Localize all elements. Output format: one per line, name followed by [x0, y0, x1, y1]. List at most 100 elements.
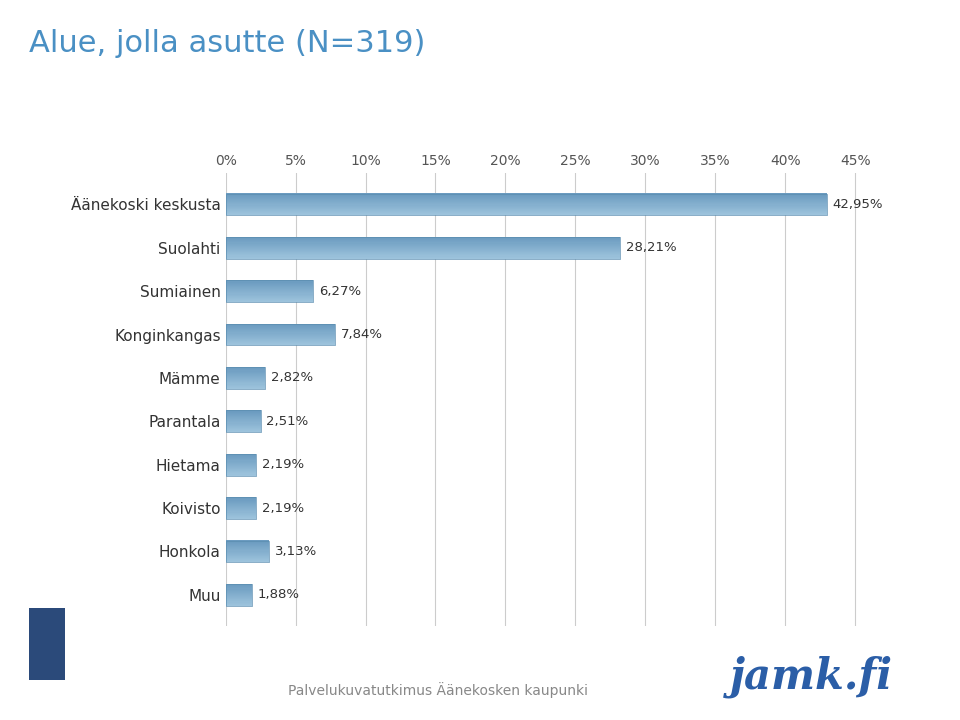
Bar — [226, 194, 827, 196]
Bar — [226, 374, 265, 376]
Bar — [226, 499, 256, 500]
Bar — [226, 367, 265, 389]
Bar — [226, 286, 313, 287]
Bar — [226, 419, 261, 420]
Bar — [226, 344, 335, 346]
Bar — [226, 210, 827, 211]
Bar — [226, 420, 261, 421]
Bar — [226, 511, 256, 513]
Bar — [226, 204, 827, 206]
Bar — [226, 460, 256, 462]
Bar — [226, 541, 270, 562]
Bar — [226, 507, 256, 508]
Bar — [226, 554, 270, 555]
Bar — [226, 205, 827, 207]
Bar — [226, 297, 313, 298]
Bar — [226, 250, 620, 251]
Bar — [226, 252, 620, 253]
Bar — [226, 467, 256, 468]
Bar — [226, 543, 270, 544]
Bar — [226, 473, 256, 474]
Bar — [226, 410, 261, 412]
Bar — [226, 253, 620, 254]
Bar — [226, 587, 252, 588]
Bar — [226, 515, 256, 516]
Bar — [226, 541, 270, 543]
Bar — [226, 556, 270, 557]
Bar — [226, 424, 261, 426]
Bar — [226, 378, 265, 379]
Text: 3,13%: 3,13% — [275, 545, 317, 558]
Text: 1,88%: 1,88% — [257, 588, 300, 601]
Bar — [226, 559, 270, 560]
Bar — [226, 454, 256, 475]
Bar — [226, 549, 270, 551]
Bar — [226, 331, 335, 333]
Bar — [226, 423, 261, 425]
Bar — [226, 503, 256, 505]
Bar — [226, 468, 256, 469]
Bar — [226, 332, 335, 333]
Bar — [226, 387, 265, 388]
Text: 28,21%: 28,21% — [626, 241, 677, 254]
Bar — [226, 517, 256, 518]
Bar — [226, 510, 256, 511]
Bar — [226, 290, 313, 292]
Bar — [226, 561, 270, 562]
Bar — [226, 280, 313, 302]
Text: 2,51%: 2,51% — [266, 415, 308, 428]
Bar — [226, 387, 265, 389]
Bar — [226, 601, 252, 603]
Bar — [226, 560, 270, 562]
Bar — [226, 370, 265, 372]
Bar — [226, 544, 270, 545]
Bar — [226, 457, 256, 458]
Bar — [226, 239, 620, 240]
Bar — [226, 427, 261, 428]
Text: 42,95%: 42,95% — [832, 198, 882, 211]
Bar — [226, 417, 261, 418]
Bar — [226, 289, 313, 290]
Bar — [226, 516, 256, 517]
Bar — [226, 518, 256, 519]
Bar — [226, 251, 620, 252]
Bar — [226, 294, 313, 296]
Bar — [226, 246, 620, 247]
Bar — [226, 374, 265, 375]
Bar — [226, 503, 256, 504]
Text: 2,19%: 2,19% — [262, 502, 304, 515]
Bar — [226, 505, 256, 507]
Bar — [226, 464, 256, 466]
Bar — [226, 472, 256, 474]
Bar — [226, 508, 256, 509]
Bar — [226, 382, 265, 384]
Bar — [226, 431, 261, 432]
Bar — [226, 589, 252, 590]
Bar — [226, 367, 265, 368]
Bar — [226, 295, 313, 297]
Bar — [226, 209, 827, 210]
Bar — [226, 498, 256, 519]
Bar — [226, 207, 827, 208]
Bar — [226, 203, 827, 204]
Bar — [226, 591, 252, 593]
Bar — [226, 242, 620, 243]
Bar — [226, 328, 335, 329]
Bar — [226, 384, 265, 386]
Bar — [226, 212, 827, 213]
Bar — [226, 202, 827, 203]
Text: 6,27%: 6,27% — [319, 284, 361, 297]
Bar — [226, 454, 256, 455]
Bar — [226, 207, 827, 209]
Bar — [226, 343, 335, 344]
Bar — [226, 198, 827, 199]
Bar — [226, 593, 252, 595]
Bar — [226, 368, 265, 369]
Bar — [226, 376, 265, 377]
Bar — [226, 513, 256, 515]
Bar — [226, 372, 265, 374]
Bar — [226, 323, 335, 325]
Bar — [226, 557, 270, 558]
Bar — [226, 605, 252, 606]
Bar — [226, 380, 265, 382]
